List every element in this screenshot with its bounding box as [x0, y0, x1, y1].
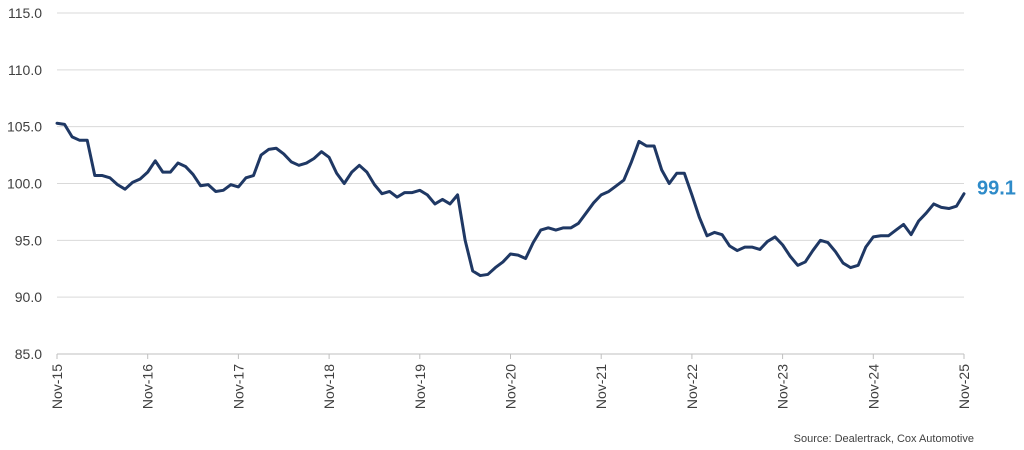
x-tick-label: Nov-15 [49, 364, 65, 409]
x-tick-label: Nov-18 [321, 364, 337, 409]
x-tick-label: Nov-16 [140, 364, 156, 409]
x-axis: Nov-15 Nov-16 Nov-17 Nov-18 Nov-19 Nov-20 Nov-… [49, 354, 972, 409]
x-tick-label: Nov-22 [684, 364, 700, 409]
y-tick-label: 85.0 [15, 346, 42, 362]
x-tick-label: Nov-23 [775, 364, 791, 409]
x-tick-label: Nov-19 [412, 364, 428, 409]
y-tick-label: 95.0 [15, 232, 42, 248]
x-tick-label: Nov-25 [956, 364, 972, 409]
y-tick-label: 90.0 [15, 289, 42, 305]
y-tick-label: 100.0 [7, 176, 42, 192]
y-axis: 115.0 110.0 105.0 100.0 95.0 90.0 85.0 [7, 5, 42, 362]
series-line [55, 121, 966, 278]
y-tick-label: 105.0 [7, 119, 42, 135]
x-tick-label: Nov-17 [230, 364, 246, 409]
source-note: Source: Dealertrack, Cox Automotive [793, 433, 974, 445]
y-tick-label: 110.0 [8, 62, 42, 78]
y-tick-label: 115.0 [8, 5, 42, 21]
x-tick-label: Nov-20 [503, 364, 519, 409]
end-value-label: 99.1 [977, 178, 1016, 200]
x-tick-label: Nov-24 [865, 364, 881, 409]
x-tick-label: Nov-21 [593, 364, 609, 409]
